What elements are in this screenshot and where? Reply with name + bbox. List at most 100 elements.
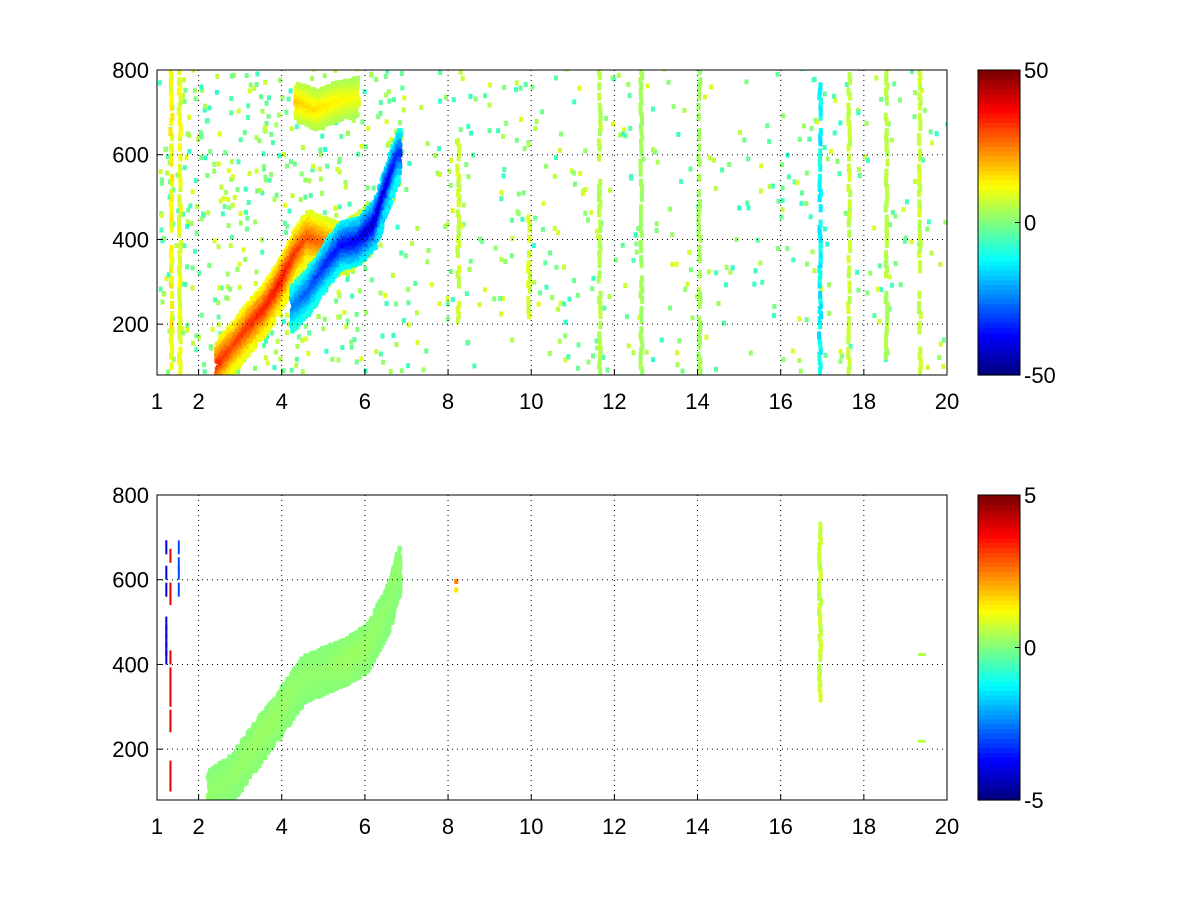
heatmap-cell (243, 186, 248, 192)
heatmap-cell (253, 365, 258, 371)
heatmap-cell (285, 163, 290, 169)
heatmap-cell (253, 342, 258, 348)
heatmap-cell (855, 269, 860, 275)
heatmap-cell (556, 230, 561, 236)
heatmap-cell (216, 383, 220, 388)
heatmap-cell (336, 357, 341, 363)
heatmap-cell (903, 235, 908, 241)
heatmap-cell (503, 258, 508, 264)
heatmap-cell (217, 379, 221, 384)
heatmap-cell (241, 322, 246, 328)
heatmap-cell (221, 381, 225, 386)
heatmap-cell (239, 319, 244, 325)
heatmap-cell (887, 306, 892, 312)
heatmap-cell (275, 265, 280, 271)
heatmap-cell (623, 282, 628, 288)
heatmap-cell (509, 253, 514, 259)
heatmap-cell (938, 261, 943, 267)
heatmap-cell (276, 303, 281, 309)
heatmap-cell (437, 171, 442, 177)
heatmap-cell (265, 295, 270, 301)
heatmap-cell (272, 265, 277, 271)
heatmap-cell (801, 123, 806, 129)
heatmap-cell (520, 216, 525, 222)
heatmap-cell (366, 125, 371, 131)
heatmap-cell (809, 125, 814, 131)
heatmap-cell (538, 290, 543, 296)
heatmap-cell (182, 98, 187, 104)
heatmap-cell (349, 339, 354, 345)
heatmap-cell (158, 169, 163, 175)
heatmap-cell (400, 149, 405, 155)
heatmap-cell (746, 156, 751, 162)
heatmap-cell (406, 300, 411, 306)
heatmap-cell (645, 83, 650, 89)
heatmap-cell (466, 123, 471, 129)
heatmap-cell (458, 70, 463, 75)
heatmap-cell (356, 151, 361, 157)
heatmap-cell (182, 243, 187, 249)
heatmap-cell (748, 350, 753, 356)
heatmap-cell (235, 314, 240, 320)
heatmap-cell (221, 380, 225, 385)
heatmap-cell (220, 382, 224, 387)
heatmap-cell (591, 353, 596, 359)
heatmap-cell (223, 377, 227, 382)
heatmap-cell (410, 240, 415, 246)
heatmap-cell (254, 135, 259, 141)
heatmap-cell (364, 309, 369, 315)
heatmap-cell (671, 103, 676, 109)
heatmap-cell (572, 99, 577, 105)
heatmap-cell (337, 293, 342, 299)
heatmap-cell (622, 127, 627, 133)
heatmap-cell (580, 191, 585, 197)
heatmap-cell (218, 198, 223, 204)
heatmap-cell (378, 351, 383, 357)
heatmap-cell (171, 187, 176, 193)
heatmap-cell (203, 103, 208, 109)
heatmap-cell (589, 209, 594, 215)
heatmap-cell (696, 287, 701, 293)
heatmap-cell (233, 348, 238, 354)
heatmap-cell (628, 125, 633, 131)
heatmap-cell (667, 305, 672, 311)
heatmap-cell (471, 152, 476, 158)
heatmap-cell (401, 318, 406, 324)
heatmap-cell (591, 275, 596, 281)
heatmap-cell (310, 167, 315, 173)
heatmap-cell (753, 268, 758, 274)
heatmap-cell (677, 338, 682, 344)
heatmap-cell (287, 208, 292, 214)
heatmap-cell (621, 131, 626, 137)
heatmap-cell (250, 346, 255, 352)
heatmap-cell (346, 130, 351, 136)
heatmap-cell (843, 210, 848, 216)
heatmap-cell (683, 286, 688, 292)
heatmap-cell (237, 261, 242, 267)
heatmap-cell (220, 382, 224, 387)
heatmap-cell (386, 89, 391, 95)
heatmap-cell (414, 310, 419, 316)
heatmap-cell (244, 306, 249, 312)
heatmap-cell (318, 151, 323, 157)
heatmap-cell (822, 226, 827, 232)
heatmap-cell (716, 301, 721, 307)
heatmap-cell (390, 272, 395, 278)
heatmap-cell (419, 104, 424, 110)
heatmap-cell (548, 250, 553, 256)
heatmap-cell (425, 141, 430, 147)
heatmap-cell (282, 220, 287, 226)
heatmap-cell (307, 330, 312, 336)
heatmap-cell (345, 318, 350, 324)
heatmap-cell (385, 70, 390, 74)
heatmap-cell (241, 247, 246, 253)
heatmap-cell (586, 217, 591, 223)
heatmap-cell (303, 323, 308, 329)
heatmap-cell (433, 153, 438, 159)
heatmap-cell (322, 73, 327, 79)
heatmap-cell (550, 294, 555, 300)
heatmap-cell (941, 337, 946, 343)
heatmap-cell (232, 194, 237, 200)
